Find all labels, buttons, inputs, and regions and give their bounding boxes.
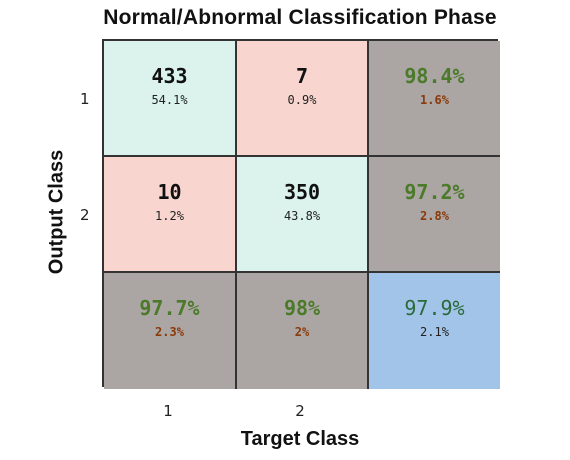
y-tick-1: 1 <box>80 90 90 108</box>
cell-percentage: 1.2% <box>155 209 184 223</box>
cell-percentage: 2.1% <box>420 325 449 339</box>
matrix-cell-1-3: 98.4% 1.6% <box>369 41 500 157</box>
matrix-cell-2-1: 10 1.2% <box>104 157 237 273</box>
cell-percentage: 2% <box>294 325 310 339</box>
x-axis-label: Target Class <box>240 428 360 450</box>
matrix-cell-3-3: 97.9% 2.1% <box>369 273 500 389</box>
cell-value: 350 <box>283 180 321 204</box>
matrix-cell-3-2: 98% 2% <box>237 273 369 389</box>
y-tick-2: 2 <box>80 206 90 224</box>
cell-percentage: 54.1% <box>151 93 188 107</box>
cell-value: 433 <box>151 64 188 88</box>
confusion-matrix: 433 54.1% 7 0.9% 98.4% 1.6% 10 1.2% 350 43.8% 97.2… <box>102 39 500 389</box>
cell-value: 97.9% <box>404 296 465 320</box>
cell-value: 97.7% <box>139 296 200 320</box>
chart-title: Normal/Abnormal Classification Phase <box>103 6 497 29</box>
matrix-cell-3-1: 97.7% 2.3% <box>104 273 237 389</box>
cell-value: 7 <box>295 64 309 88</box>
cell-percentage: 1.6% <box>420 93 449 107</box>
cell-percentage: 2.3% <box>155 325 184 339</box>
x-tick-1: 1 <box>163 402 173 420</box>
matrix-cell-1-1: 433 54.1% <box>104 41 237 157</box>
cell-percentage: 2.8% <box>420 209 449 223</box>
matrix-cell-2-3: 97.2% 2.8% <box>369 157 500 273</box>
cell-percentage: 0.9% <box>287 93 317 107</box>
cell-value: 98.4% <box>404 64 465 88</box>
cell-value: 10 <box>157 180 182 204</box>
cell-value: 98% <box>283 296 321 320</box>
matrix-cell-2-2: 350 43.8% <box>237 157 369 273</box>
cell-percentage: 43.8% <box>283 209 321 223</box>
matrix-cell-1-2: 7 0.9% <box>237 41 369 157</box>
cell-value: 97.2% <box>404 180 465 204</box>
x-tick-2: 2 <box>295 402 305 420</box>
y-axis-label: Output Class <box>45 149 68 275</box>
